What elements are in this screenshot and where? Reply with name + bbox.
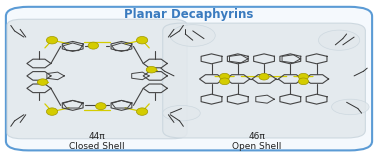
Ellipse shape (37, 79, 48, 85)
Ellipse shape (170, 25, 215, 46)
Text: Closed Shell: Closed Shell (69, 142, 125, 151)
FancyBboxPatch shape (7, 19, 187, 139)
Ellipse shape (88, 42, 99, 49)
Ellipse shape (46, 108, 58, 115)
Ellipse shape (318, 30, 360, 50)
Text: 46π: 46π (248, 132, 265, 141)
FancyBboxPatch shape (163, 23, 366, 138)
Ellipse shape (46, 36, 58, 44)
Ellipse shape (298, 78, 308, 85)
Ellipse shape (259, 73, 269, 80)
Ellipse shape (332, 99, 369, 115)
Ellipse shape (96, 103, 106, 110)
FancyBboxPatch shape (6, 7, 372, 150)
Text: Planar Decaphyrins: Planar Decaphyrins (124, 8, 254, 21)
Text: Open Shell: Open Shell (232, 142, 281, 151)
Ellipse shape (136, 108, 148, 115)
Ellipse shape (220, 73, 230, 80)
Ellipse shape (298, 73, 308, 80)
Ellipse shape (163, 105, 200, 121)
Ellipse shape (146, 66, 157, 73)
Ellipse shape (220, 78, 230, 85)
Ellipse shape (136, 36, 148, 44)
Text: 44π: 44π (89, 132, 105, 141)
